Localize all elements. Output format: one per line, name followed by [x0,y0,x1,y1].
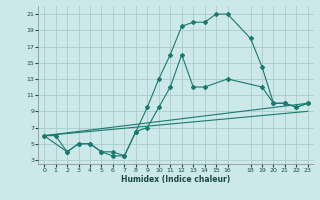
X-axis label: Humidex (Indice chaleur): Humidex (Indice chaleur) [121,175,231,184]
